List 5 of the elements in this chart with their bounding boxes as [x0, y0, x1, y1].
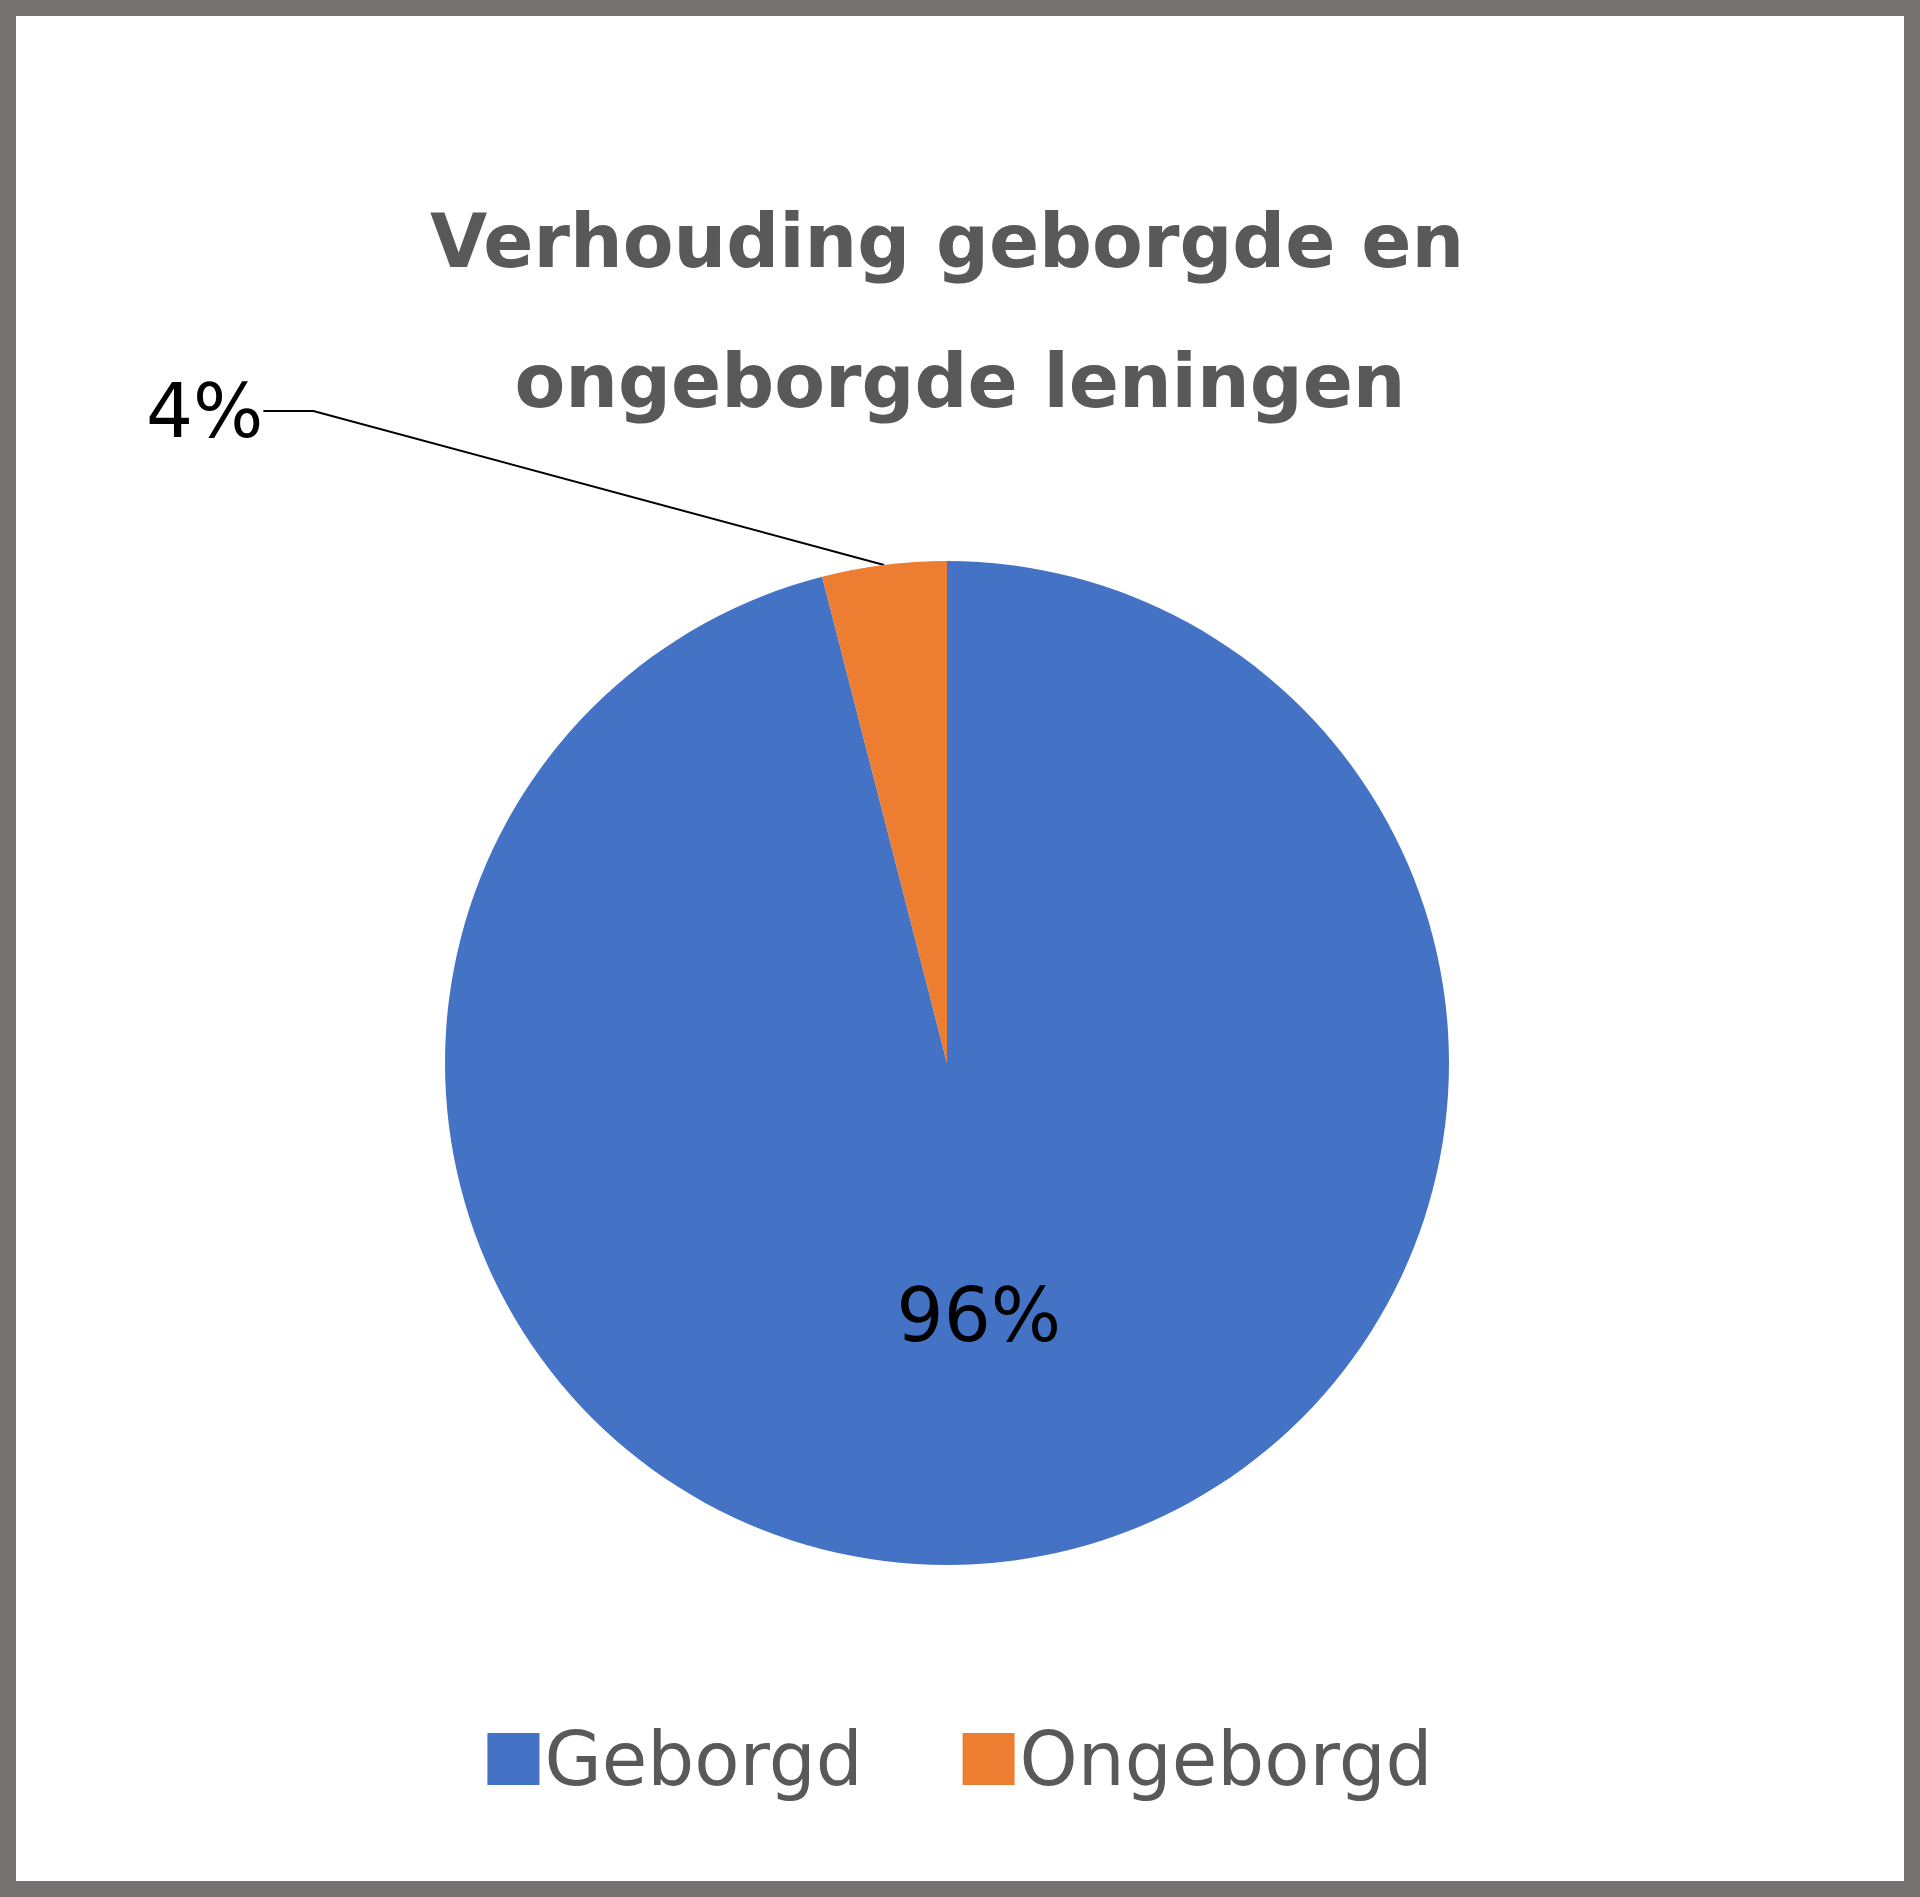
chart-title: Verhouding geborgde en ongeborgde leningen	[430, 198, 1490, 424]
legend-label: Geborgd	[544, 1716, 863, 1802]
legend-label: Ongeborgd	[1019, 1716, 1433, 1802]
data-label: 96%	[896, 1272, 1062, 1358]
data-label: 4%	[146, 368, 264, 454]
